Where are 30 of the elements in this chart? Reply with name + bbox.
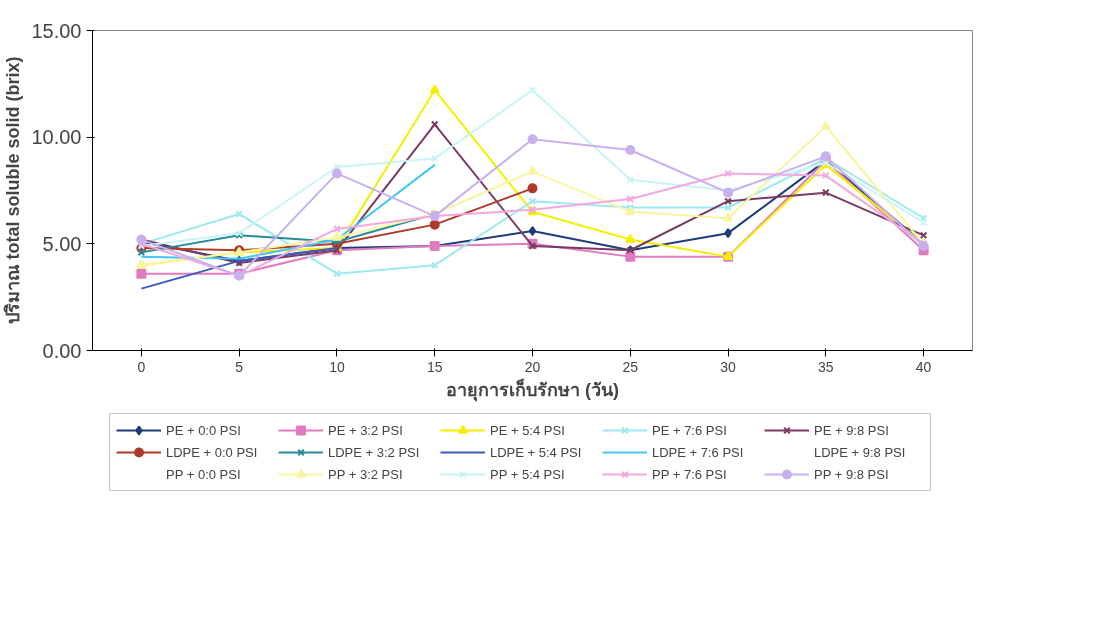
x-tick-label: 0 <box>137 358 146 375</box>
legend-label: PE + 9:8 PSI <box>813 422 890 438</box>
x-axis-title: อายุการเก็บรักษา (วัน) <box>446 377 620 402</box>
legend-label: LDPE + 0:0 PSI <box>165 444 259 460</box>
x-tick-label: 15 <box>426 358 443 375</box>
legend-label: PE + 7:6 PSI <box>651 422 728 438</box>
legend-label: PE + 3:2 PSI <box>327 422 404 438</box>
y-axis-title: ปริมาณ total soluble solid (brix) <box>3 56 24 325</box>
y-tick-label: 10.00 <box>31 126 82 149</box>
y-tick-label: 15.00 <box>31 19 82 42</box>
legend-label: PP + 3:2 PSI <box>327 466 404 482</box>
x-tick-label: 35 <box>818 358 834 375</box>
text: LDPE + 9:8 PSI <box>813 444 907 460</box>
legend-label: LDPE + 5:4 PSI <box>489 444 583 460</box>
x-tick-label: 40 <box>915 358 932 375</box>
x-tick-label: 5 <box>235 358 244 375</box>
y-tick-label: 5.00 <box>42 232 82 255</box>
x-tick-label: 25 <box>622 358 639 375</box>
legend-label: LDPE + 7:6 PSI <box>651 444 745 460</box>
legend-label: PP + 7:6 PSI <box>651 466 728 482</box>
legend-label: PE + 5:4 PSI <box>489 422 566 438</box>
text: PP + 0:0 PSI <box>165 466 242 482</box>
legend-label: LDPE + 3:2 PSI <box>327 444 421 460</box>
x-tick-label: 30 <box>720 358 737 375</box>
x-tick-label: 20 <box>524 358 541 375</box>
legend-label: PP + 5:4 PSI <box>489 466 566 482</box>
x-tick-label: 10 <box>329 358 345 375</box>
y-tick-label: 0.00 <box>42 339 82 362</box>
legend-label: PE + 0:0 PSI <box>165 422 242 438</box>
legend-label: PP + 9:8 PSI <box>813 466 890 482</box>
